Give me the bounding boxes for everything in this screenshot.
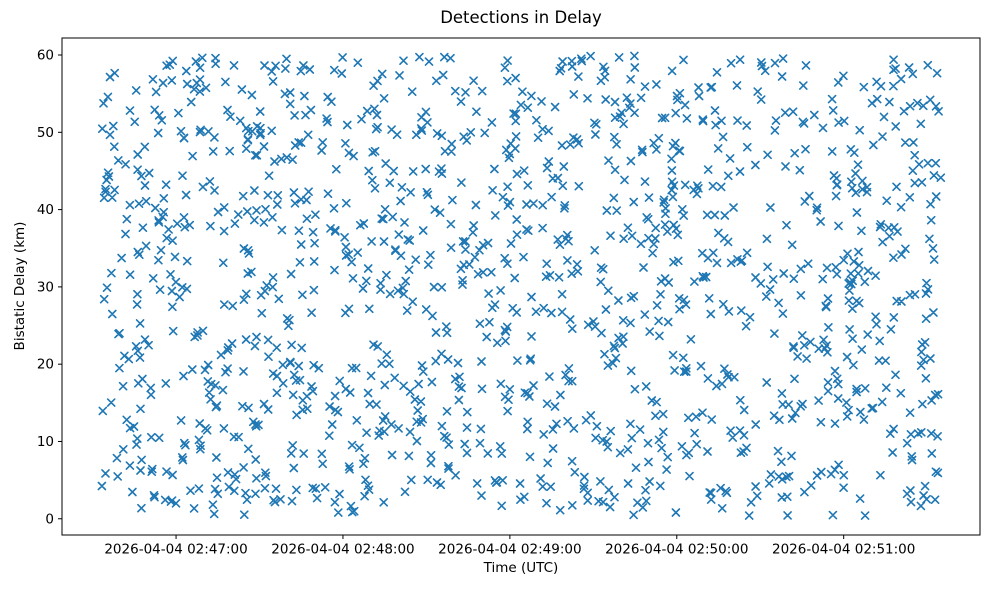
scatter-points [97,51,946,520]
y-tick-label: 60 [37,48,54,64]
y-tick-label: 0 [45,511,54,527]
y-tick-label: 40 [37,202,54,218]
y-tick-label: 10 [37,434,54,450]
y-tick-label: 20 [37,357,54,373]
x-tick-label: 2026-04-04 02:47:00 [104,542,247,558]
x-tick-label: 2026-04-04 02:48:00 [271,542,414,558]
x-tick-label: 2026-04-04 02:49:00 [438,542,581,558]
y-tick-label: 30 [37,279,54,295]
y-tick-label: 50 [37,125,54,141]
x-axis-label: Time (UTC) [483,560,559,576]
x-tick-label: 2026-04-04 02:51:00 [772,542,915,558]
axes-spines [61,37,981,536]
chart-title: Detections in Delay [440,8,602,27]
y-axis-label: Bistatic Delay (km) [12,221,28,351]
x-tick-label: 2026-04-04 02:50:00 [605,542,748,558]
